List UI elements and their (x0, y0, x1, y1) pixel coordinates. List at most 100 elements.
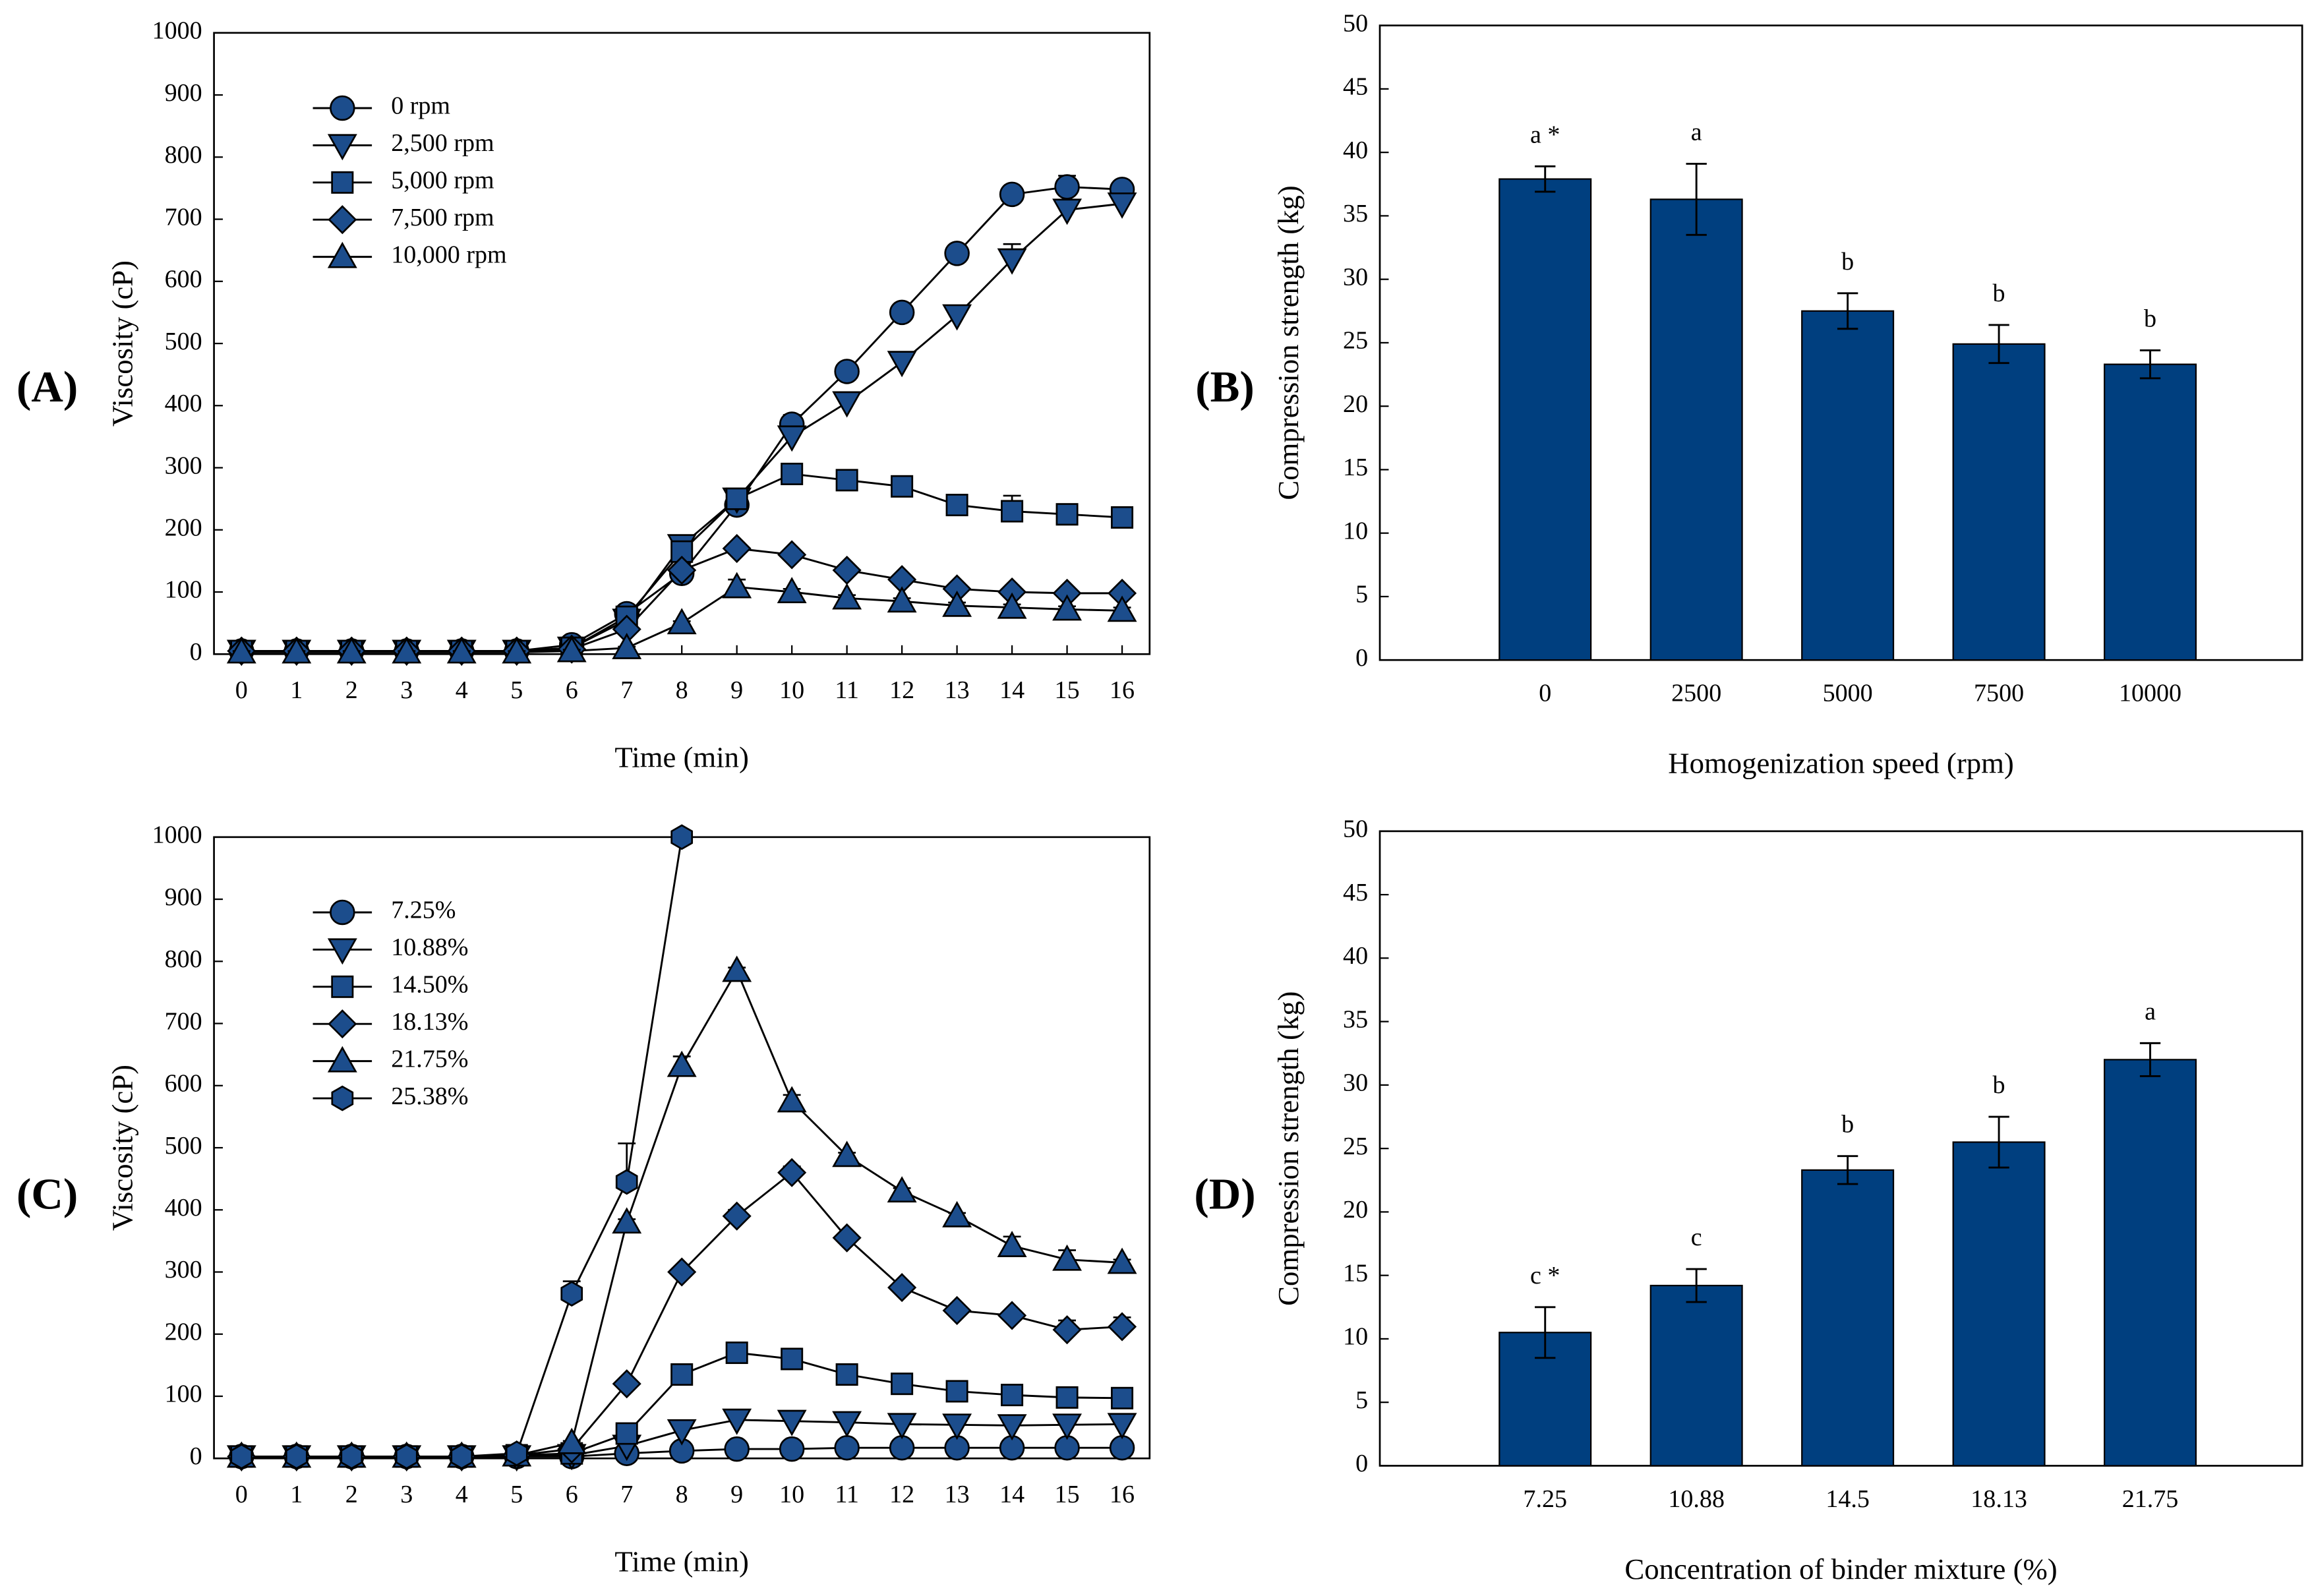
data-point (777, 1409, 807, 1436)
data-point (336, 637, 367, 664)
data-point (725, 1342, 748, 1365)
series-line (241, 837, 683, 1458)
y-tick-label: 15 (1343, 454, 1368, 481)
x-tick-label: 10 (779, 676, 804, 704)
data-point (777, 577, 807, 604)
x-tick-label: 7 (620, 1481, 633, 1508)
data-point (556, 1427, 587, 1454)
x-tick-label: 1 (290, 676, 303, 704)
data-point (887, 351, 917, 378)
data-point (997, 592, 1027, 619)
data-point (1055, 503, 1079, 526)
y-axis-label: Compression strength (kg) (1272, 185, 1305, 500)
y-tick-label: 500 (165, 1132, 202, 1160)
y-tick-label: 200 (165, 1318, 202, 1345)
y-tick-label: 900 (165, 883, 202, 911)
data-point (1052, 594, 1083, 621)
bar (2104, 363, 2197, 661)
bar (1649, 198, 1743, 661)
panel-label: (D) (1194, 1169, 1255, 1219)
x-tick-label: 5 (510, 676, 523, 704)
data-point (556, 635, 587, 663)
legend-label: 21.75% (391, 1045, 468, 1073)
y-tick-label: 800 (165, 141, 202, 169)
x-tick-label: 5 (510, 1481, 523, 1508)
error-bar (2139, 349, 2161, 380)
y-tick-label: 45 (1343, 879, 1368, 906)
data-point (777, 425, 807, 452)
panel-label: (C) (16, 1169, 78, 1219)
data-point (722, 533, 752, 564)
significance-letter: b (1993, 280, 2005, 307)
data-point (779, 1436, 805, 1462)
x-tick-label: 3 (400, 676, 413, 704)
x-tick-label: 16 (1110, 1481, 1135, 1508)
data-point (667, 1050, 697, 1077)
data-point (777, 540, 807, 570)
y-tick-label: 500 (165, 328, 202, 355)
x-tick-label: 0 (1539, 680, 1551, 707)
y-axis-label: Viscosity (cP) (106, 1065, 139, 1231)
data-point (282, 637, 312, 664)
legend-label: 2,500 rpm (391, 129, 494, 157)
x-tick-label: 2 (345, 1481, 358, 1508)
data-point (942, 1200, 972, 1227)
y-tick-label: 20 (1343, 390, 1368, 418)
y-tick-label: 1000 (152, 821, 202, 849)
data-point (781, 462, 804, 485)
data-point (1052, 198, 1083, 225)
significance-letter: b (1841, 1111, 1854, 1138)
data-point (612, 1369, 641, 1399)
error-bar (1837, 1155, 1858, 1185)
x-tick-label: 9 (730, 1481, 743, 1508)
y-tick-label: 20 (1343, 1196, 1368, 1224)
data-point (1001, 500, 1024, 523)
data-point (612, 632, 642, 659)
data-point (560, 1281, 583, 1307)
series-line (241, 1171, 1123, 1458)
data-point (997, 1301, 1027, 1330)
significance-letter: c * (1530, 1262, 1560, 1289)
y-tick-label: 800 (165, 945, 202, 973)
y-tick-label: 35 (1343, 1005, 1368, 1033)
data-point (832, 1140, 862, 1167)
bar (1801, 310, 1895, 661)
legend-marker (328, 1009, 357, 1039)
data-point (230, 1443, 253, 1469)
data-point (997, 1231, 1027, 1257)
x-tick-label: 12 (889, 1481, 914, 1508)
y-tick-label: 25 (1343, 327, 1368, 355)
data-point (1054, 174, 1080, 200)
data-point (450, 1443, 473, 1469)
y-tick-label: 50 (1343, 9, 1368, 37)
legend-label: 25.38% (391, 1082, 468, 1110)
legend-marker (331, 171, 354, 194)
y-tick-label: 600 (165, 266, 202, 293)
error-bar (1535, 165, 1556, 193)
data-point (1107, 1247, 1137, 1274)
y-axis-label: Compression strength (kg) (1272, 991, 1305, 1305)
data-point (997, 248, 1027, 275)
bar (1801, 1169, 1895, 1467)
data-point (889, 1434, 915, 1461)
data-point (835, 469, 858, 492)
error-bar (1535, 1306, 1556, 1359)
y-tick-label: 10 (1343, 1323, 1368, 1351)
y-tick-label: 600 (165, 1070, 202, 1098)
data-point (1111, 1386, 1134, 1409)
data-point (722, 955, 752, 982)
data-point (891, 475, 914, 498)
panel-label: (B) (1195, 362, 1254, 411)
data-point (1107, 192, 1137, 219)
data-point (945, 1380, 968, 1403)
data-point (777, 1158, 807, 1187)
significance-letter: a * (1530, 121, 1560, 148)
x-tick-label: 1 (290, 1481, 303, 1508)
data-point (446, 637, 477, 664)
significance-letter: b (1993, 1071, 2005, 1099)
y-tick-label: 35 (1343, 200, 1368, 227)
y-tick-label: 400 (165, 1194, 202, 1222)
significance-letter: b (1841, 248, 1854, 276)
legend-marker (328, 205, 357, 235)
